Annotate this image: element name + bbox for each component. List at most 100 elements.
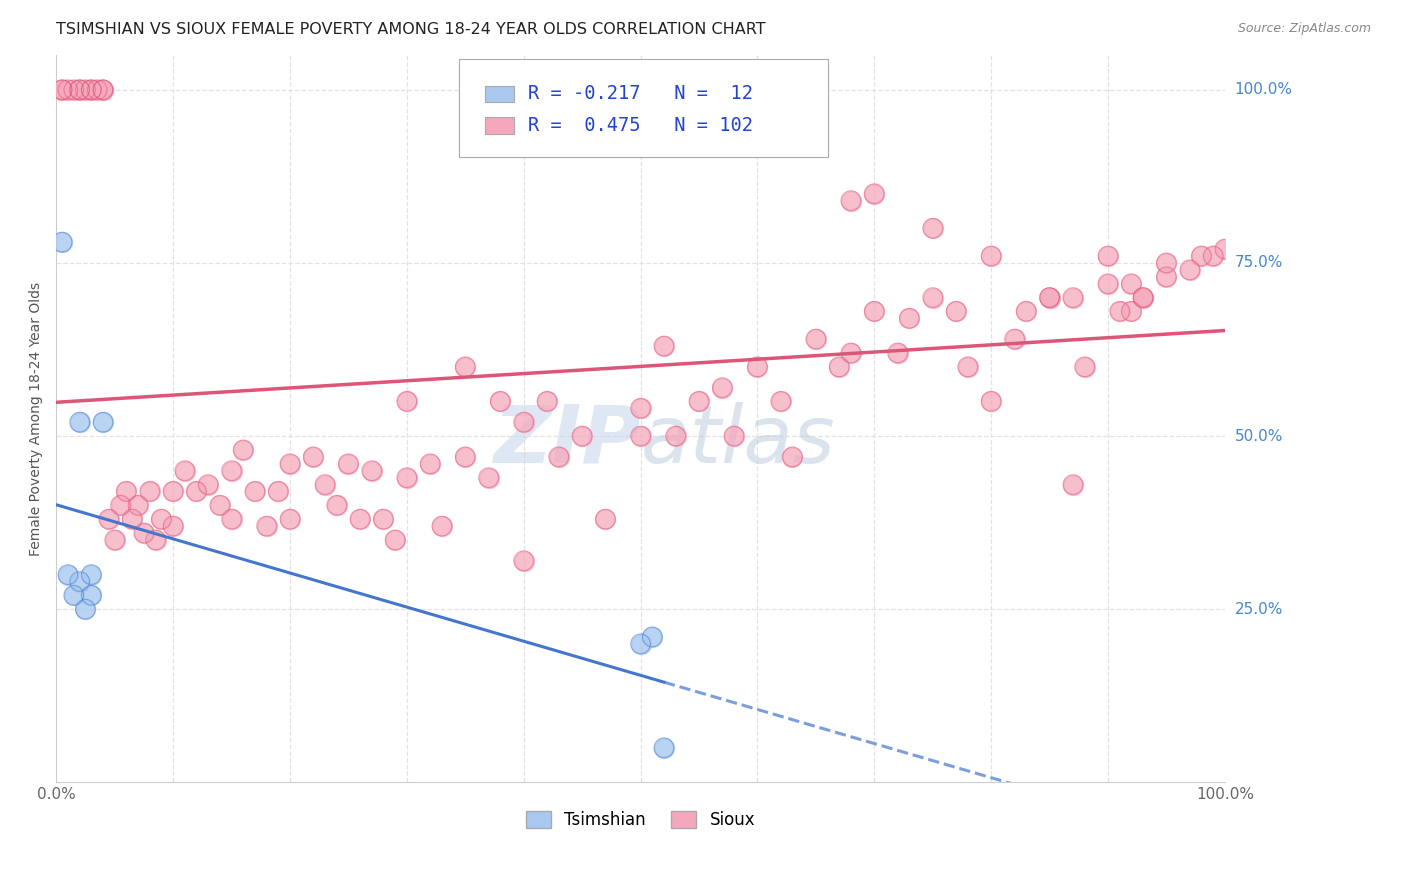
- Point: [69, 415, 91, 429]
- Point: [302, 450, 325, 464]
- Point: [1073, 359, 1095, 374]
- Point: [56, 83, 79, 97]
- Point: [921, 291, 943, 305]
- Point: [115, 484, 138, 499]
- Point: [51, 83, 73, 97]
- Point: [121, 512, 143, 526]
- Point: [91, 415, 114, 429]
- Point: [595, 512, 617, 526]
- Point: [769, 394, 792, 409]
- Point: [921, 221, 943, 235]
- Point: [86, 83, 108, 97]
- Point: [1156, 256, 1178, 270]
- Point: [1178, 263, 1201, 277]
- Point: [945, 304, 967, 318]
- Point: [630, 637, 652, 651]
- Point: [419, 457, 441, 471]
- Point: [454, 359, 477, 374]
- Point: [1004, 332, 1026, 346]
- Point: [1062, 477, 1084, 491]
- Point: [325, 499, 347, 513]
- Point: [1038, 291, 1060, 305]
- Point: [91, 415, 114, 429]
- Point: [278, 457, 301, 471]
- Point: [828, 359, 851, 374]
- Point: [51, 83, 73, 97]
- Point: [62, 83, 84, 97]
- Point: [652, 740, 675, 755]
- Point: [1191, 249, 1213, 263]
- Point: [56, 567, 79, 582]
- Point: [804, 332, 827, 346]
- Point: [243, 484, 266, 499]
- Point: [69, 83, 91, 97]
- Point: [395, 470, 418, 484]
- Point: [186, 484, 208, 499]
- Point: [69, 574, 91, 589]
- Point: [863, 304, 886, 318]
- Point: [1038, 291, 1060, 305]
- Point: [1038, 291, 1060, 305]
- Point: [1121, 304, 1143, 318]
- Point: [839, 194, 862, 208]
- Point: [454, 450, 477, 464]
- Point: [630, 401, 652, 416]
- Point: [1062, 291, 1084, 305]
- Point: [512, 415, 534, 429]
- Point: [489, 394, 512, 409]
- Point: [1073, 359, 1095, 374]
- Text: R =  0.475   N = 102: R = 0.475 N = 102: [529, 116, 754, 136]
- Point: [512, 415, 534, 429]
- Point: [1121, 277, 1143, 291]
- Point: [512, 554, 534, 568]
- Point: [782, 450, 804, 464]
- Point: [630, 401, 652, 416]
- Point: [221, 464, 243, 478]
- Point: [80, 83, 103, 97]
- Point: [110, 499, 132, 513]
- Point: [86, 83, 108, 97]
- Point: [197, 477, 219, 491]
- Point: [314, 477, 336, 491]
- Point: [132, 526, 155, 541]
- Point: [489, 394, 512, 409]
- Point: [395, 394, 418, 409]
- Point: [208, 499, 231, 513]
- Point: [688, 394, 710, 409]
- Point: [512, 554, 534, 568]
- Point: [62, 588, 84, 602]
- Point: [75, 83, 97, 97]
- Point: [1121, 304, 1143, 318]
- Legend: Tsimshian, Sioux: Tsimshian, Sioux: [519, 805, 762, 836]
- Point: [173, 464, 195, 478]
- Point: [1132, 291, 1154, 305]
- Text: 100.0%: 100.0%: [1234, 82, 1292, 97]
- Point: [547, 450, 569, 464]
- Point: [80, 588, 103, 602]
- Point: [1202, 249, 1225, 263]
- Point: [395, 470, 418, 484]
- Point: [652, 339, 675, 353]
- Point: [80, 588, 103, 602]
- Point: [1004, 332, 1026, 346]
- Text: 75.0%: 75.0%: [1234, 255, 1282, 270]
- Point: [1202, 249, 1225, 263]
- Point: [110, 499, 132, 513]
- Point: [945, 304, 967, 318]
- Point: [337, 457, 360, 471]
- FancyBboxPatch shape: [460, 59, 828, 157]
- Point: [419, 457, 441, 471]
- Point: [641, 630, 664, 644]
- Text: atlas: atlas: [641, 401, 835, 480]
- Point: [782, 450, 804, 464]
- Point: [711, 381, 734, 395]
- Point: [127, 499, 149, 513]
- Point: [1097, 249, 1119, 263]
- Point: [1121, 277, 1143, 291]
- Point: [91, 83, 114, 97]
- Point: [839, 346, 862, 360]
- Point: [139, 484, 162, 499]
- Point: [69, 83, 91, 97]
- Point: [454, 450, 477, 464]
- Point: [595, 512, 617, 526]
